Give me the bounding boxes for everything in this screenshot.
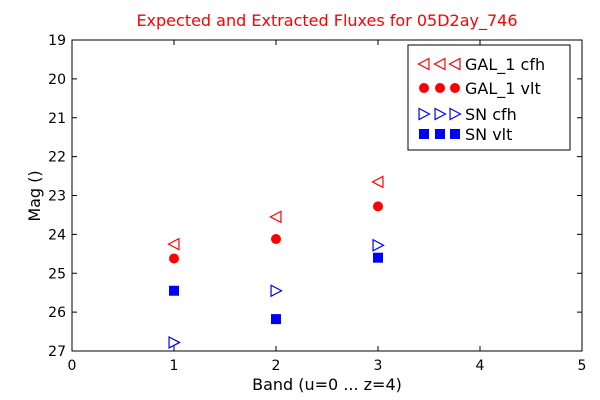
legend-marker xyxy=(450,83,460,93)
data-point xyxy=(269,210,282,224)
data-point xyxy=(373,201,383,212)
legend-marker xyxy=(434,107,447,121)
legend-label: GAL_1 cfh xyxy=(465,55,545,75)
data-point xyxy=(271,234,281,245)
data-point xyxy=(169,253,179,264)
x-tick-label: 5 xyxy=(578,358,587,374)
data-point xyxy=(271,314,281,325)
legend-marker xyxy=(418,107,431,121)
y-tick-label: 20 xyxy=(48,72,66,88)
legend-marker xyxy=(435,129,445,139)
x-tick-label: 0 xyxy=(68,358,77,374)
data-markers xyxy=(167,175,385,349)
y-tick-label: 22 xyxy=(48,150,66,166)
data-point xyxy=(169,285,179,296)
x-axis: 0 1 2 3 4 5 xyxy=(68,40,587,374)
data-point xyxy=(168,335,181,349)
y-tick-label: 19 xyxy=(48,33,66,49)
data-point xyxy=(373,252,383,263)
x-tick-label: 2 xyxy=(272,358,281,374)
chart-title: Expected and Extracted Fluxes for 05D2ay… xyxy=(136,11,517,31)
legend-marker xyxy=(448,57,461,71)
legend-label: GAL_1 vlt xyxy=(465,79,541,99)
x-tick-label: 4 xyxy=(476,358,485,374)
legend-marker xyxy=(433,57,446,71)
x-tick-label: 3 xyxy=(374,358,383,374)
data-point xyxy=(371,175,384,189)
legend-label: SN vlt xyxy=(465,125,512,144)
y-tick-label: 23 xyxy=(48,189,66,205)
x-tick-label: 1 xyxy=(170,358,179,374)
x-axis-label: Band (u=0 ... z=4) xyxy=(252,375,402,394)
legend-marker xyxy=(417,57,430,71)
legend-marker xyxy=(435,83,445,93)
legend-marker xyxy=(449,107,462,121)
legend-marker xyxy=(419,129,429,139)
legend-marker xyxy=(450,129,460,139)
y-axis: 19 20 21 22 23 24 25 26 27 xyxy=(48,33,582,360)
data-point xyxy=(167,237,180,251)
data-point xyxy=(372,238,385,252)
y-tick-label: 27 xyxy=(48,344,66,360)
legend-marker xyxy=(419,83,429,93)
y-tick-label: 26 xyxy=(48,305,66,321)
y-axis-label: Mag () xyxy=(25,170,44,221)
y-tick-label: 21 xyxy=(48,111,66,127)
y-tick-label: 25 xyxy=(48,266,66,282)
legend-label: SN cfh xyxy=(465,105,517,124)
data-point xyxy=(270,284,283,298)
y-tick-label: 24 xyxy=(48,227,66,243)
